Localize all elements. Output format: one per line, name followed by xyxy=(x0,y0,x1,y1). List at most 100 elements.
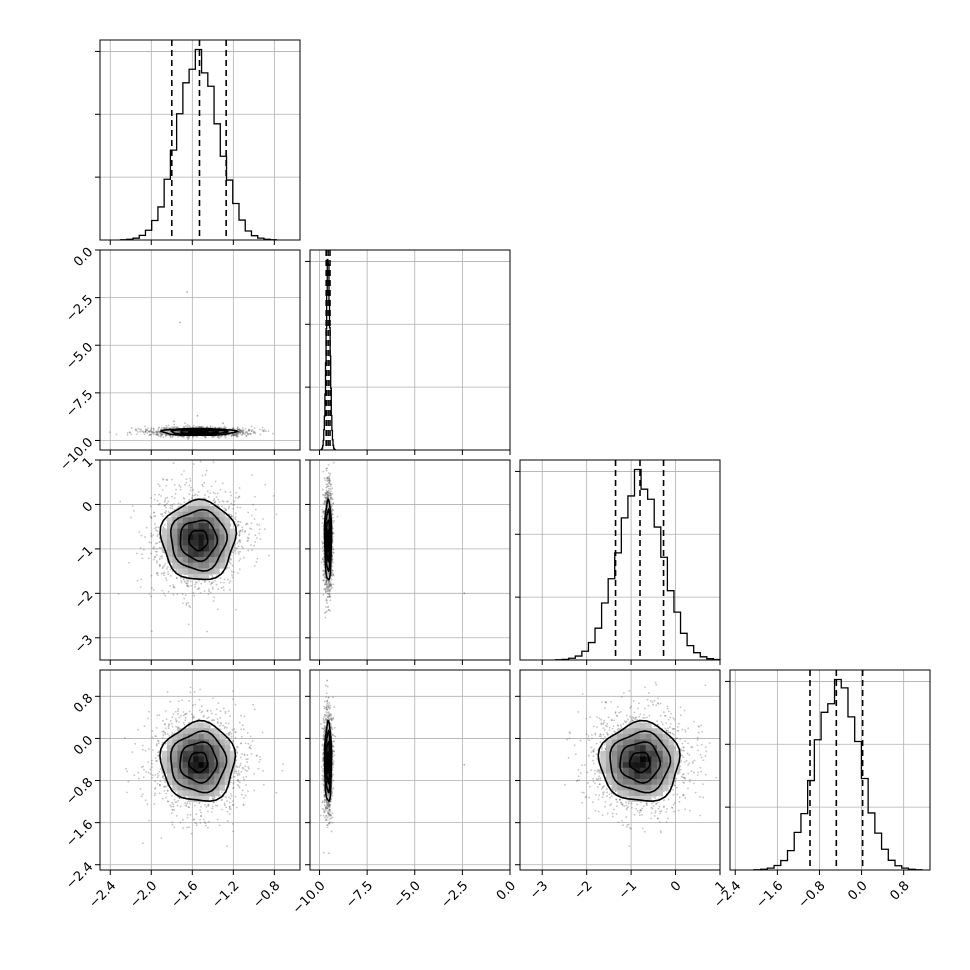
sample-point xyxy=(197,491,200,494)
sample-point xyxy=(321,542,324,545)
density-cell xyxy=(198,540,205,546)
density-cell xyxy=(203,528,210,535)
sample-point xyxy=(135,433,138,436)
density-cell xyxy=(219,528,225,535)
sample-point xyxy=(253,427,256,430)
sample-point xyxy=(325,579,328,582)
sample-point xyxy=(211,426,214,428)
sample-point xyxy=(320,561,323,564)
sample-point xyxy=(325,497,327,499)
density-cell xyxy=(224,522,231,529)
sample-point xyxy=(195,425,198,428)
sample-point xyxy=(164,512,167,514)
sample-point xyxy=(327,464,330,466)
sample-point xyxy=(153,511,156,514)
sample-point xyxy=(233,434,235,437)
y-tick-label: 0.0 xyxy=(71,245,96,270)
sample-point xyxy=(332,574,335,577)
sample-point xyxy=(238,530,241,533)
sample-point xyxy=(164,435,167,438)
sample-point xyxy=(248,428,250,431)
sample-point xyxy=(330,583,332,586)
sample-point xyxy=(245,435,248,438)
sample-point xyxy=(235,608,237,611)
sample-point xyxy=(152,429,155,432)
density-cell xyxy=(214,545,220,552)
sample-point xyxy=(325,591,327,593)
scatter-points xyxy=(320,461,466,619)
sample-point xyxy=(233,503,235,506)
sample-point xyxy=(187,623,190,626)
sample-point xyxy=(321,488,324,491)
sample-point xyxy=(321,511,324,514)
density-cell xyxy=(193,562,199,569)
density-cell xyxy=(219,511,225,518)
sample-point xyxy=(149,515,152,518)
sample-point xyxy=(328,491,330,494)
sample-point xyxy=(229,580,232,583)
sample-point xyxy=(179,488,182,491)
sample-point xyxy=(321,494,324,496)
sample-point xyxy=(232,433,234,436)
sample-point xyxy=(193,494,196,497)
sample-point xyxy=(147,427,149,430)
density-cell xyxy=(177,562,184,569)
sample-point xyxy=(200,582,203,585)
sample-point xyxy=(167,571,169,573)
y-tick-label: 0 xyxy=(80,499,96,515)
sample-point xyxy=(204,473,207,476)
sample-point xyxy=(323,477,326,480)
sample-point xyxy=(321,515,323,518)
sample-point xyxy=(130,516,132,519)
density-cell xyxy=(198,534,205,541)
sample-point xyxy=(238,430,241,432)
sample-point xyxy=(324,590,327,593)
sample-point xyxy=(179,503,182,506)
sample-point xyxy=(146,431,149,434)
sample-point xyxy=(332,502,335,505)
sample-point xyxy=(165,510,167,513)
density-cell xyxy=(177,557,184,564)
sample-point xyxy=(199,592,202,594)
sample-point xyxy=(183,497,186,500)
sample-point xyxy=(329,585,332,588)
sample-point xyxy=(186,424,189,426)
sample-point xyxy=(197,587,200,590)
sample-point xyxy=(165,506,167,509)
sample-point xyxy=(154,527,157,530)
density-cell xyxy=(193,528,199,535)
density-cell xyxy=(167,557,173,564)
sample-point xyxy=(165,577,167,579)
sample-point xyxy=(169,568,172,571)
sample-point xyxy=(230,513,232,516)
sample-point xyxy=(252,430,255,433)
outlier-point xyxy=(222,422,224,425)
sample-point xyxy=(203,590,206,592)
axes-frame xyxy=(519,459,721,661)
sample-point xyxy=(158,541,161,544)
contour-line xyxy=(179,519,219,563)
sample-point xyxy=(183,578,185,581)
sample-point xyxy=(327,476,330,479)
sample-point xyxy=(325,587,327,590)
sample-point xyxy=(322,579,325,582)
sample-point xyxy=(240,429,242,432)
sample-point xyxy=(172,585,175,588)
sample-point xyxy=(322,569,325,572)
sample-point xyxy=(246,540,249,542)
density-cell xyxy=(182,431,189,433)
sample-point xyxy=(193,586,196,588)
sample-point xyxy=(248,533,250,536)
sample-point xyxy=(251,549,253,552)
sample-point xyxy=(200,425,203,428)
density-cell xyxy=(193,500,199,507)
density-cell xyxy=(219,517,225,524)
sample-point xyxy=(328,594,331,597)
density-cell xyxy=(172,430,178,432)
density-cell xyxy=(187,511,194,518)
sample-point xyxy=(245,431,248,434)
sample-point xyxy=(328,585,331,588)
density-cell xyxy=(203,557,210,564)
histogram-step xyxy=(753,678,923,871)
sample-point xyxy=(188,605,191,607)
